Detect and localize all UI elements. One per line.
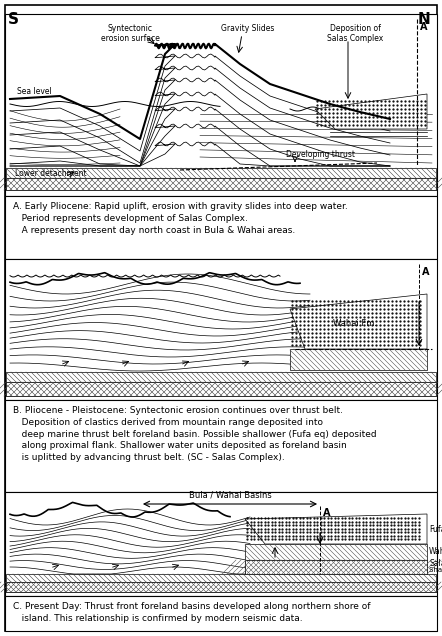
Text: B. Pliocene - Pleistocene: Syntectonic erosion continues over thrust belt.
   De: B. Pliocene - Pleistocene: Syntectonic e… [13,406,377,462]
Text: Wahai: Wahai [429,548,442,556]
Text: Developing thrust: Developing thrust [286,150,354,159]
Text: Fufa: Fufa [429,525,442,534]
Text: A: A [420,22,427,32]
Text: A: A [422,267,430,277]
Bar [5,400,437,492]
Polygon shape [315,94,427,129]
Text: N: N [417,12,430,27]
Bar [6,382,436,396]
Bar [5,492,437,596]
Bar [245,544,427,560]
Bar [6,178,436,190]
Bar [6,582,436,592]
Text: Shallowing soon: Shallowing soon [429,567,442,573]
Bar [6,574,436,582]
Polygon shape [245,514,427,544]
Bar [6,178,436,190]
Text: Bula / Wahai Basins: Bula / Wahai Basins [189,490,271,499]
Text: S: S [8,12,19,27]
Bar [6,582,436,592]
Bar [245,560,427,574]
Bar [5,596,437,631]
Text: C. Present Day: Thrust front foreland basins developed along northern shore of
 : C. Present Day: Thrust front foreland ba… [13,602,370,623]
Bar [6,382,436,396]
Bar [5,259,437,400]
Bar [5,196,437,259]
Text: Salas: Salas [429,560,442,569]
Bar [290,349,427,370]
Text: Syntectonic
erosion surface: Syntectonic erosion surface [101,24,160,43]
Bar [5,14,437,196]
Bar [6,168,436,178]
Text: Gravity Slides: Gravity Slides [221,24,274,33]
Polygon shape [290,294,427,349]
Text: A. Early Pliocene: Rapid uplift, erosion with gravity slides into deep water.
  : A. Early Pliocene: Rapid uplift, erosion… [13,202,348,235]
Bar [6,372,436,382]
Text: Deposition of
Salas Complex: Deposition of Salas Complex [327,24,383,43]
Text: A: A [323,508,331,518]
Text: Lower detachment: Lower detachment [15,169,87,177]
Text: Wahai Fm.: Wahai Fm. [333,319,377,329]
Text: Sea level: Sea level [17,87,52,96]
Bar [245,560,427,574]
